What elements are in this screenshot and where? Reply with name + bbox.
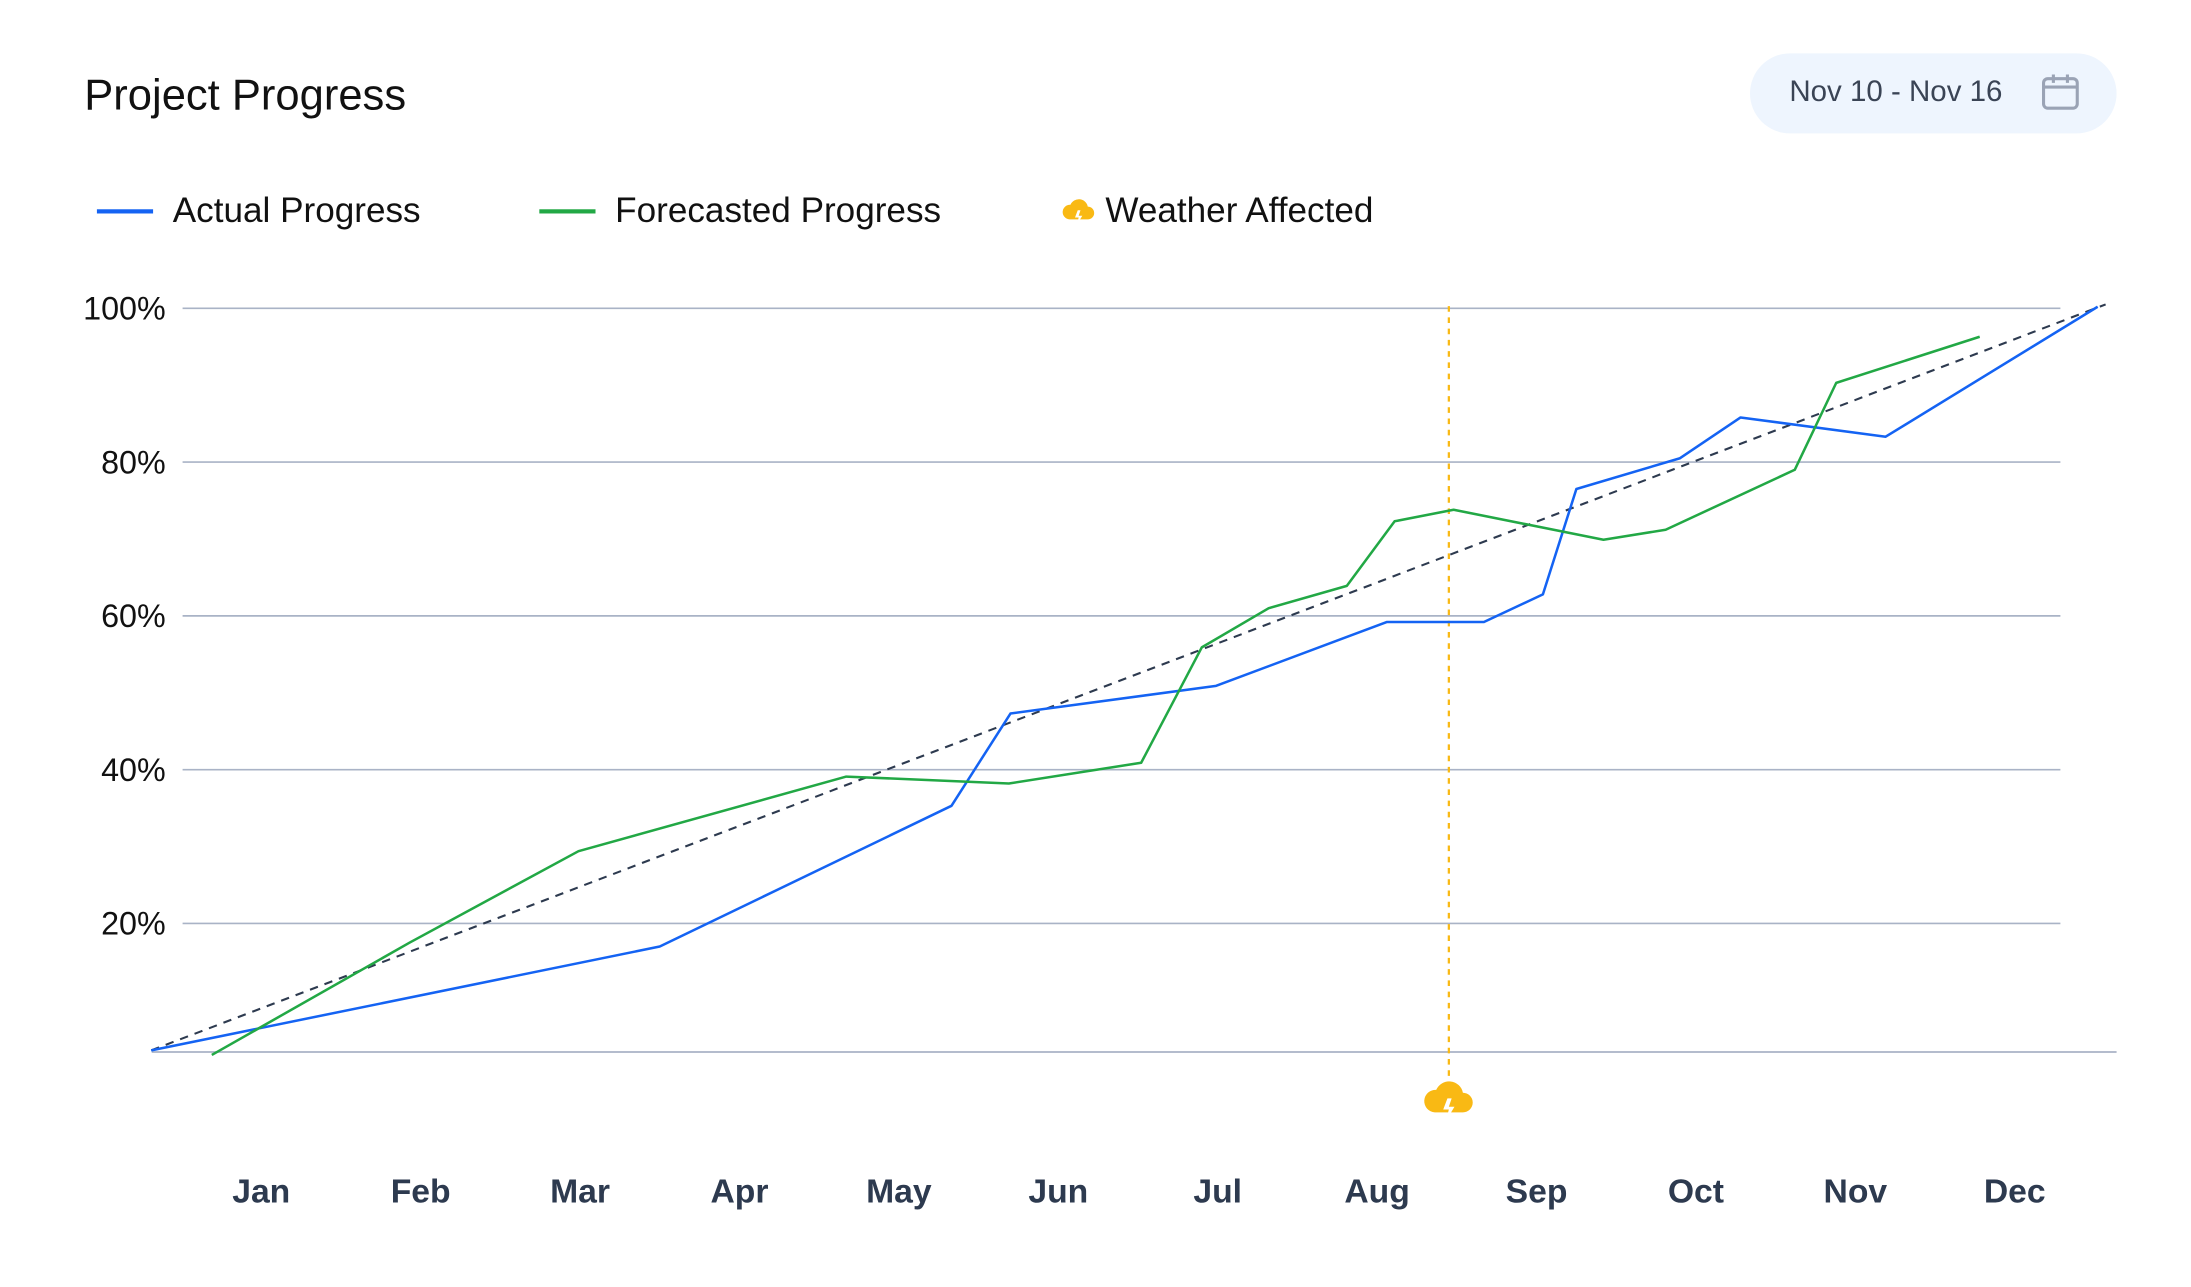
y-tick-label: 20% — [101, 906, 166, 942]
legend-label: Actual Progress — [172, 191, 421, 231]
x-tick-label: Feb — [391, 1172, 451, 1210]
x-tick-label: Jan — [232, 1172, 290, 1210]
x-tick-label: Jun — [1028, 1172, 1088, 1210]
cloud-shape — [1424, 1081, 1473, 1113]
x-tick-label: Oct — [1668, 1172, 1724, 1210]
x-tick-label: Aug — [1344, 1172, 1409, 1210]
trend-line — [150, 303, 2106, 1052]
x-tick-label: Sep — [1506, 1172, 1568, 1210]
x-tick-label: May — [866, 1172, 932, 1210]
x-tick-label: Apr — [710, 1172, 768, 1210]
legend-weather[interactable]: Weather Affected — [1060, 191, 1373, 232]
legend-actual[interactable]: Actual Progress — [96, 191, 421, 232]
legend-label: Forecasted Progress — [615, 191, 942, 231]
date-range-picker[interactable]: Nov 10 - Nov 16 — [1750, 53, 2117, 134]
legend-forecast[interactable]: Forecasted Progress — [539, 191, 941, 232]
x-tick-label: Mar — [550, 1172, 610, 1210]
legend-label: Weather Affected — [1105, 191, 1374, 231]
actual-swatch — [96, 209, 154, 214]
cloud-lightning-icon — [1424, 1081, 1473, 1121]
y-tick-label: 40% — [101, 752, 166, 788]
forecast-swatch — [539, 209, 596, 214]
cloud-lightning-icon — [1062, 198, 1095, 225]
calendar-icon[interactable] — [2041, 72, 2080, 111]
x-tick-label: Dec — [1984, 1172, 2046, 1210]
lightning-shape — [1443, 1098, 1455, 1121]
x-tick-label: Nov — [1824, 1172, 1888, 1210]
forecast-progress-line — [211, 335, 1981, 1057]
chart-title: Project Progress — [84, 70, 407, 120]
y-tick-label: 80% — [101, 444, 166, 480]
date-range-text: Nov 10 - Nov 16 — [1789, 75, 2003, 109]
y-tick-label: 100% — [83, 291, 166, 327]
x-tick-label: Jul — [1193, 1172, 1242, 1210]
y-tick-label: 60% — [101, 598, 166, 634]
